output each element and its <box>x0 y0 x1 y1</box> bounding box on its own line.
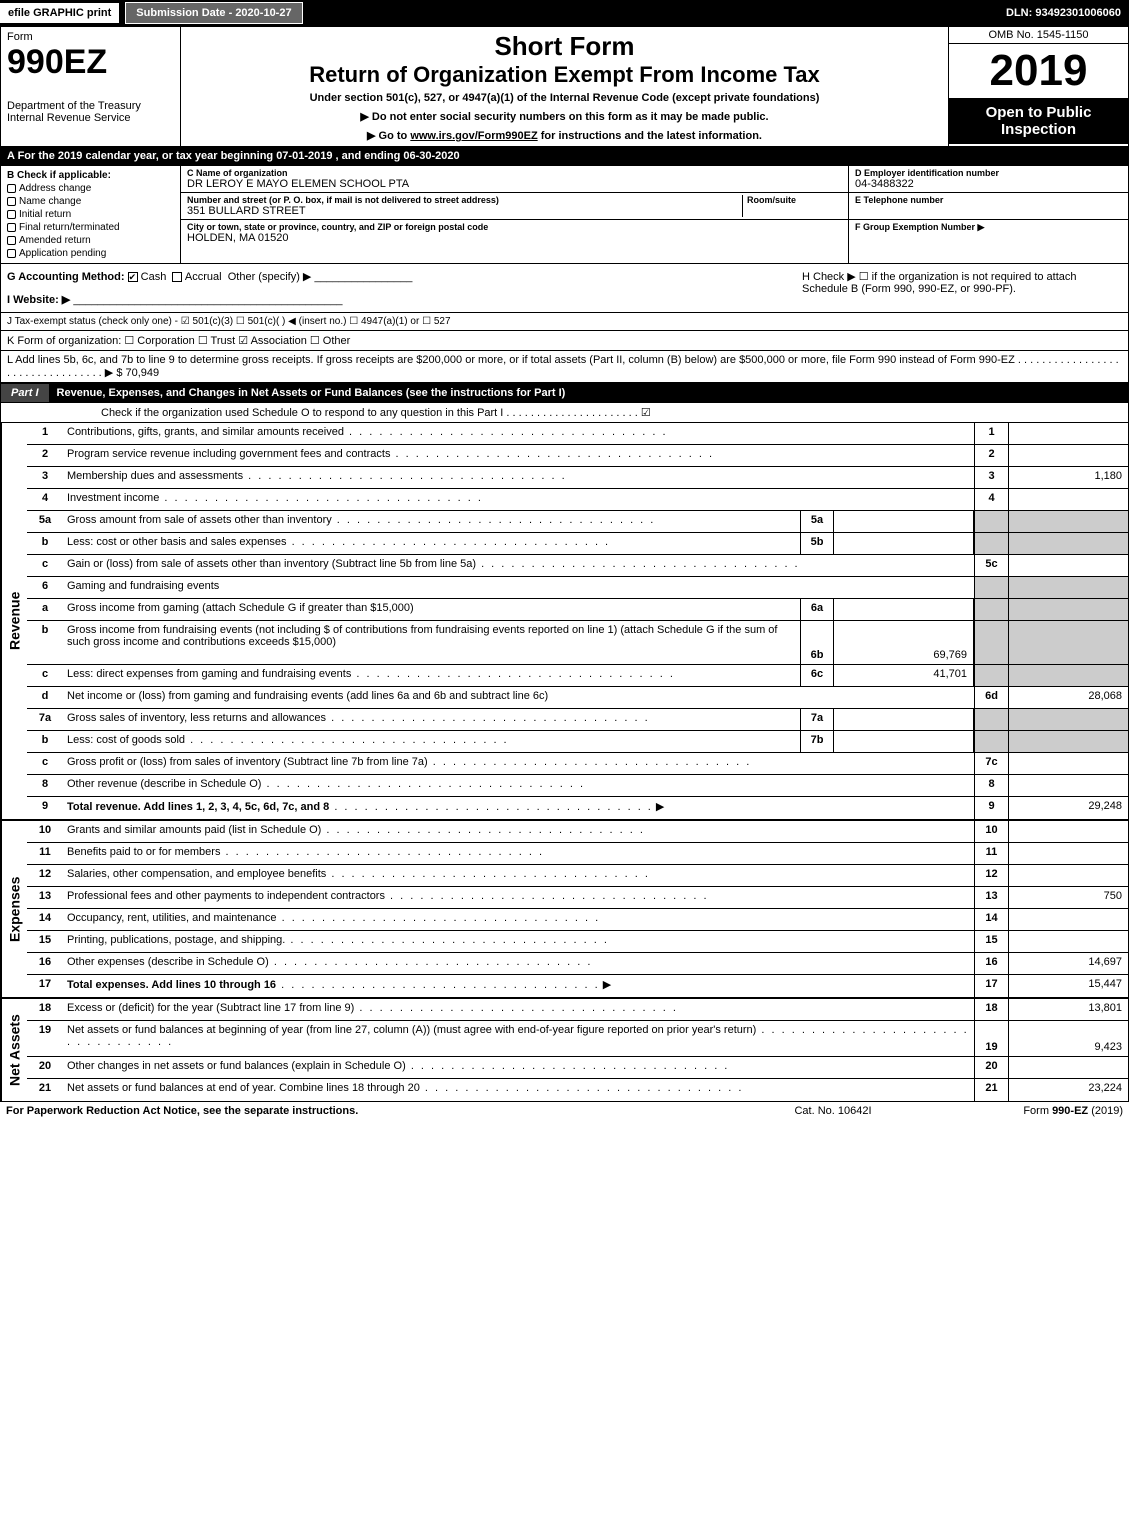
part1-table: Revenue 1 Contributions, gifts, grants, … <box>0 423 1129 1102</box>
goto-line: ▶ Go to www.irs.gov/Form990EZ for instru… <box>189 129 940 142</box>
line-7a: 7a Gross sales of inventory, less return… <box>27 709 1128 731</box>
part1-header: Part I Revenue, Expenses, and Changes in… <box>0 383 1129 403</box>
right-info-column: D Employer identification number 04-3488… <box>848 166 1128 263</box>
footer-notice: For Paperwork Reduction Act Notice, see … <box>6 1105 743 1117</box>
page-footer: For Paperwork Reduction Act Notice, see … <box>0 1102 1129 1120</box>
irs-link[interactable]: www.irs.gov/Form990EZ <box>410 130 537 142</box>
line-15: 15 Printing, publications, postage, and … <box>27 931 1128 953</box>
room-label: Room/suite <box>747 195 842 205</box>
line-11: 11 Benefits paid to or for members 11 <box>27 843 1128 865</box>
check-b-title: B Check if applicable: <box>7 170 174 181</box>
i-website-label: I Website: ▶ <box>7 294 70 306</box>
g-cash-label: Cash <box>141 271 167 283</box>
line-7b: b Less: cost of goods sold 7b <box>27 731 1128 753</box>
line-2: 2 Program service revenue including gove… <box>27 445 1128 467</box>
top-bar: efile GRAPHIC print Submission Date - 20… <box>0 0 1129 26</box>
part1-check-line: Check if the organization used Schedule … <box>0 403 1129 423</box>
expenses-side-label: Expenses <box>1 821 27 997</box>
line-18: 18 Excess or (deficit) for the year (Sub… <box>27 999 1128 1021</box>
line-j: J Tax-exempt status (check only one) - ☑… <box>0 313 1129 331</box>
under-section: Under section 501(c), 527, or 4947(a)(1)… <box>189 92 940 104</box>
line-k: K Form of organization: ☐ Corporation ☐ … <box>0 331 1129 351</box>
dept-irs: Internal Revenue Service <box>7 112 174 124</box>
line-16: 16 Other expenses (describe in Schedule … <box>27 953 1128 975</box>
entity-info: B Check if applicable: Address change Na… <box>0 166 1129 264</box>
g-cash-checkbox[interactable] <box>128 272 138 282</box>
line-6d: d Net income or (loss) from gaming and f… <box>27 687 1128 709</box>
line-14: 14 Occupancy, rent, utilities, and maint… <box>27 909 1128 931</box>
org-city: HOLDEN, MA 01520 <box>187 232 842 244</box>
check-application-pending[interactable]: Application pending <box>7 248 174 259</box>
form-header: Form 990EZ Department of the Treasury In… <box>0 26 1129 147</box>
dln-label: DLN: 93492301006060 <box>1006 7 1129 19</box>
street-label: Number and street (or P. O. box, if mail… <box>187 195 742 205</box>
tax-year: 2019 <box>949 44 1128 98</box>
ein: 04-3488322 <box>855 178 1122 190</box>
f-label: F Group Exemption Number ▶ <box>855 222 1122 233</box>
line-l: L Add lines 5b, 6c, and 7b to line 9 to … <box>0 351 1129 383</box>
line-4: 4 Investment income 4 <box>27 489 1128 511</box>
name-address-column: C Name of organization DR LEROY E MAYO E… <box>181 166 848 263</box>
part1-title: Revenue, Expenses, and Changes in Net As… <box>49 384 1128 402</box>
line-1: 1 Contributions, gifts, grants, and simi… <box>27 423 1128 445</box>
revenue-side-label: Revenue <box>1 423 27 819</box>
line-6b: b Gross income from fundraising events (… <box>27 621 1128 665</box>
e-label: E Telephone number <box>855 195 1122 205</box>
d-label: D Employer identification number <box>855 168 1122 178</box>
form-word: Form <box>7 31 174 43</box>
line-5c: c Gain or (loss) from sale of assets oth… <box>27 555 1128 577</box>
short-form-title: Short Form <box>189 31 940 62</box>
line-3: 3 Membership dues and assessments 3 1,18… <box>27 467 1128 489</box>
netassets-side-label: Net Assets <box>1 999 27 1101</box>
check-name-change[interactable]: Name change <box>7 196 174 207</box>
open-inspection: Open to Public Inspection <box>949 98 1128 144</box>
no-ssn-line: ▶ Do not enter social security numbers o… <box>189 110 940 123</box>
line-5b: b Less: cost or other basis and sales ex… <box>27 533 1128 555</box>
line-6: 6 Gaming and fundraising events <box>27 577 1128 599</box>
omb-number: OMB No. 1545-1150 <box>949 27 1128 44</box>
line-6a: a Gross income from gaming (attach Sched… <box>27 599 1128 621</box>
c-label: C Name of organization <box>187 168 842 178</box>
header-right: OMB No. 1545-1150 2019 Open to Public In… <box>948 27 1128 146</box>
efile-print-button[interactable]: efile GRAPHIC print <box>0 3 119 23</box>
city-label: City or town, state or province, country… <box>187 222 842 232</box>
check-address-change[interactable]: Address change <box>7 183 174 194</box>
h-text: H Check ▶ ☐ if the organization is not r… <box>802 270 1122 306</box>
line-7c: c Gross profit or (loss) from sales of i… <box>27 753 1128 775</box>
line-12: 12 Salaries, other compensation, and emp… <box>27 865 1128 887</box>
check-final-return[interactable]: Final return/terminated <box>7 222 174 233</box>
telephone <box>855 205 1122 217</box>
line-9: 9 Total revenue. Add lines 1, 2, 3, 4, 5… <box>27 797 1128 819</box>
line-17: 17 Total expenses. Add lines 10 through … <box>27 975 1128 997</box>
line-8: 8 Other revenue (describe in Schedule O)… <box>27 775 1128 797</box>
line-20: 20 Other changes in net assets or fund b… <box>27 1057 1128 1079</box>
check-initial-return[interactable]: Initial return <box>7 209 174 220</box>
g-label: G Accounting Method: <box>7 271 125 283</box>
line-21: 21 Net assets or fund balances at end of… <box>27 1079 1128 1101</box>
return-title: Return of Organization Exempt From Incom… <box>189 62 940 88</box>
org-street: 351 BULLARD STREET <box>187 205 742 217</box>
g-accrual-checkbox[interactable] <box>172 272 182 282</box>
org-name: DR LEROY E MAYO ELEMEN SCHOOL PTA <box>187 178 842 190</box>
gh-row: G Accounting Method: Cash Accrual Other … <box>0 264 1129 313</box>
header-center: Short Form Return of Organization Exempt… <box>181 27 948 146</box>
line-13: 13 Professional fees and other payments … <box>27 887 1128 909</box>
line-19: 19 Net assets or fund balances at beginn… <box>27 1021 1128 1057</box>
footer-formid: Form 990-EZ (2019) <box>923 1105 1123 1117</box>
header-left: Form 990EZ Department of the Treasury In… <box>1 27 181 146</box>
g-accrual-label: Accrual <box>185 271 222 283</box>
dept-treasury: Department of the Treasury <box>7 100 174 112</box>
line-10: 10 Grants and similar amounts paid (list… <box>27 821 1128 843</box>
form-number: 990EZ <box>7 43 174 82</box>
footer-catno: Cat. No. 10642I <box>743 1105 923 1117</box>
check-amended-return[interactable]: Amended return <box>7 235 174 246</box>
submission-date-button[interactable]: Submission Date - 2020-10-27 <box>125 2 302 24</box>
line-6c: c Less: direct expenses from gaming and … <box>27 665 1128 687</box>
line-5a: 5a Gross amount from sale of assets othe… <box>27 511 1128 533</box>
line-a-period: A For the 2019 calendar year, or tax yea… <box>0 147 1129 166</box>
part1-label: Part I <box>1 384 49 402</box>
g-other-label: Other (specify) ▶ <box>228 271 312 283</box>
check-b-column: B Check if applicable: Address change Na… <box>1 166 181 263</box>
